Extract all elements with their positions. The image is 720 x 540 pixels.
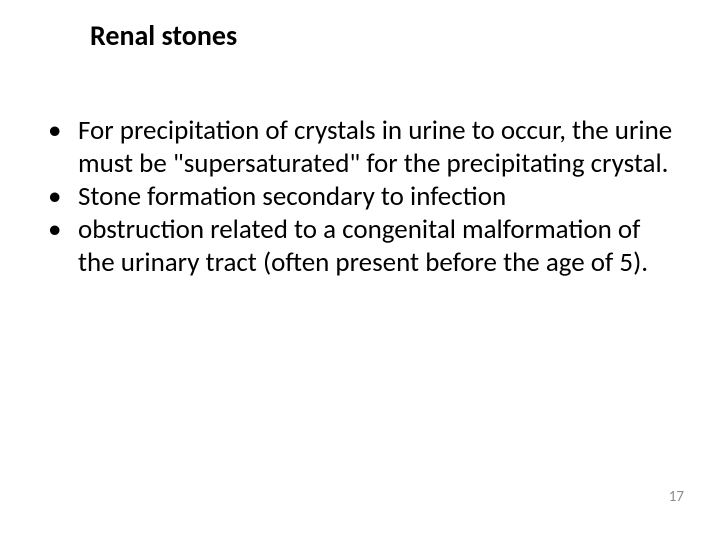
slide-title: Renal stones: [90, 18, 680, 53]
bullet-list: For precipitation of crystals in urine t…: [40, 115, 680, 280]
slide-container: Renal stones For precipitation of crysta…: [0, 0, 720, 540]
page-number: 17: [669, 488, 684, 506]
bullet-item: For precipitation of crystals in urine t…: [40, 115, 680, 181]
bullet-item: obstruction related to a congenital malf…: [40, 214, 680, 280]
bullet-item: Stone formation secondary to infection: [40, 181, 680, 214]
